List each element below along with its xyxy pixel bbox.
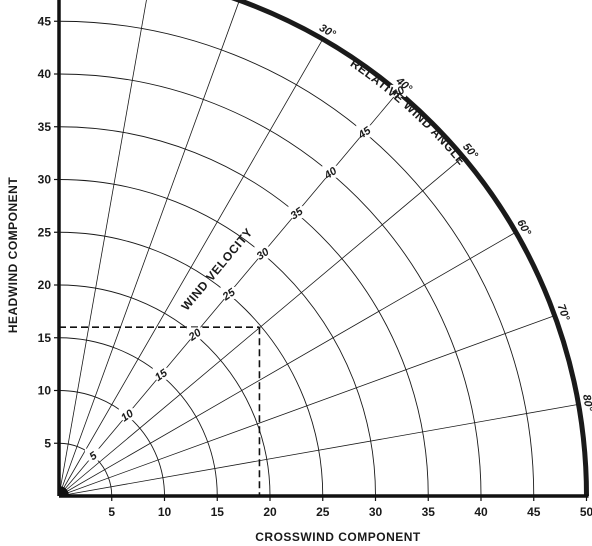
chart-marks xyxy=(59,326,261,496)
ring-label-bg-10 xyxy=(118,408,135,421)
y-tick-label-15: 15 xyxy=(38,331,52,345)
y-tick-label-5: 5 xyxy=(44,436,51,450)
ring-label-bg-50 xyxy=(390,84,407,97)
ring-label-bg-20 xyxy=(186,327,203,340)
velocity-ring-30 xyxy=(58,179,376,497)
angle-line-30 xyxy=(58,38,324,497)
x-tick-label-10: 10 xyxy=(158,505,172,519)
y-tick-label-10: 10 xyxy=(38,384,52,398)
y-tick-label-25: 25 xyxy=(38,225,52,239)
x-tick-label-45: 45 xyxy=(527,505,541,519)
velocity-ring-15 xyxy=(58,337,218,497)
x-tick-label-50: 50 xyxy=(580,505,592,519)
x-tick-label-25: 25 xyxy=(316,505,330,519)
x-tick-label-40: 40 xyxy=(474,505,488,519)
y-tick-label-35: 35 xyxy=(38,120,52,134)
y-tick-label-45: 45 xyxy=(38,14,52,28)
y-tick-label-20: 20 xyxy=(38,278,52,292)
velocity-ring-45 xyxy=(58,20,535,497)
velocity-ring-40 xyxy=(58,73,482,497)
angle-label-80: 80° xyxy=(580,394,592,413)
ring-label-bg-35 xyxy=(288,206,305,219)
ring-label-bg-15 xyxy=(152,367,169,380)
x-axis-title: CROSSWIND COMPONENT xyxy=(255,530,421,544)
y-tick-label-40: 40 xyxy=(38,67,52,81)
ring-label-bg-25 xyxy=(220,286,237,299)
ring-label-bg-45 xyxy=(356,125,373,138)
origin-hub xyxy=(59,486,69,496)
chart-grid xyxy=(54,0,589,501)
angle-line-80 xyxy=(58,404,579,497)
x-tick-label-5: 5 xyxy=(108,505,115,519)
x-tick-label-35: 35 xyxy=(422,505,436,519)
x-tick-label-15: 15 xyxy=(211,505,225,519)
angle-line-70 xyxy=(58,315,555,497)
ring-label-bg-40 xyxy=(322,165,339,178)
velocity-ring-25 xyxy=(58,231,324,497)
y-axis-title: HEADWIND COMPONENT xyxy=(6,177,20,333)
velocity-ring-20 xyxy=(58,284,271,497)
x-tick-label-30: 30 xyxy=(369,505,383,519)
angular-axis-title-text: RELATIVE WIND ANGLE xyxy=(348,56,468,168)
angle-label-70: 70° xyxy=(555,303,572,323)
angle-line-50 xyxy=(58,156,464,497)
y-tick-label-30: 30 xyxy=(38,173,52,187)
angular-axis-title: RELATIVE WIND ANGLE xyxy=(348,56,469,168)
chart-labels: 5101520253035404550510152025303540455051… xyxy=(38,0,592,519)
angle-line-10 xyxy=(58,0,147,497)
velocity-ring-35 xyxy=(58,126,429,497)
x-tick-label-20: 20 xyxy=(263,505,277,519)
angle-line-20 xyxy=(58,0,240,497)
angle-line-60 xyxy=(58,231,517,497)
ring-label-bg-30 xyxy=(254,246,271,259)
velocity-ring-10 xyxy=(58,390,165,497)
ring-label-bg-5 xyxy=(84,448,101,461)
outer-ring xyxy=(230,0,589,497)
